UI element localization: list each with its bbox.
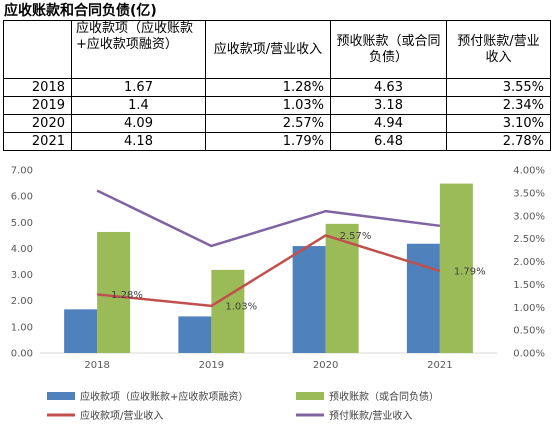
table-header-cell: 应收款项（应收账款+应收款项融资） xyxy=(71,20,206,79)
y2-tick-label: 3.50% xyxy=(513,188,545,199)
series-line xyxy=(97,234,441,308)
legend-label: 预付账款/营业收入 xyxy=(329,409,412,422)
table-header-cell: 预付账款/营业收入 xyxy=(446,20,551,79)
table-cell: 1.67 xyxy=(71,78,206,97)
y2-tick-label: 2.50% xyxy=(513,234,545,245)
y2-tick-label: 0.00% xyxy=(513,349,545,360)
legend-label: 应收款项/营业收入 xyxy=(80,409,163,422)
y2-tick-label: 1.50% xyxy=(513,280,545,291)
table-cell: 4.94 xyxy=(330,114,447,133)
data-label: 1.79% xyxy=(454,267,486,278)
x-tick-label: 2021 xyxy=(427,360,452,371)
table-cell: 2021 xyxy=(3,132,72,151)
bar xyxy=(406,243,440,353)
x-tick-label: 2018 xyxy=(84,360,109,371)
x-tick-label: 2020 xyxy=(313,360,338,371)
table-cell: 1.79% xyxy=(205,132,331,151)
table-cell: 2019 xyxy=(3,96,72,115)
table-cell: 4.63 xyxy=(330,78,447,97)
bar xyxy=(97,231,131,353)
table-cell: 4.09 xyxy=(71,114,206,133)
y-tick-label: 5.00 xyxy=(11,218,33,229)
bar xyxy=(292,246,326,353)
y-tick-label: 4.00 xyxy=(11,244,33,255)
bar xyxy=(439,183,473,353)
table-cell: 2020 xyxy=(3,114,72,133)
x-tick-label: 2019 xyxy=(199,360,224,371)
y2-tick-label: 1.00% xyxy=(513,303,545,314)
y2-tick-label: 4.00% xyxy=(513,166,545,177)
table-header-cell: 应收款项/营业收入 xyxy=(205,20,331,79)
table-row: 2019 1.4 1.03% 3.18 2.34% xyxy=(3,96,551,115)
y2-tick-label: 2.00% xyxy=(513,257,545,268)
bar xyxy=(178,316,212,353)
data-label: 1.28% xyxy=(111,290,143,301)
combo-chart: 0.00 1.00 2.00 3.00 4.00 5.00 6.00 7.00 0.00% 0.5… xyxy=(11,166,545,423)
table-header-row: 应收款项（应收账款+应收款项融资） 应收款项/营业收入 预收账款（或合同负债） … xyxy=(3,20,551,79)
data-label: 2.57% xyxy=(340,231,372,242)
bar xyxy=(64,309,98,353)
legend-swatch xyxy=(47,392,75,400)
table-cell: 2018 xyxy=(3,78,72,97)
table-cell: 2.34% xyxy=(446,96,551,115)
table-cell: 1.28% xyxy=(205,78,331,97)
bar xyxy=(211,269,245,353)
table-cell: 4.18 xyxy=(71,132,206,151)
data-label: 1.03% xyxy=(225,301,257,312)
y2-tick-label: 0.50% xyxy=(513,326,545,337)
table-header-cell xyxy=(3,20,72,79)
table-row: 2020 4.09 2.57% 4.94 3.10% xyxy=(3,114,551,133)
data-table: 应收款项（应收账款+应收款项融资） 应收款项/营业收入 预收账款（或合同负债） … xyxy=(3,20,551,151)
y-tick-label: 1.00 xyxy=(11,322,33,333)
table-cell: 3.18 xyxy=(330,96,447,115)
table-cell: 6.48 xyxy=(330,132,447,151)
legend-label: 预收账款（或合同负债） xyxy=(329,390,439,403)
y-tick-label: 0.00 xyxy=(11,349,33,360)
table-cell: 3.55% xyxy=(446,78,551,97)
bar xyxy=(325,223,359,353)
table-header-cell: 预收账款（或合同负债） xyxy=(330,20,447,79)
table-cell: 1.03% xyxy=(205,96,331,115)
legend-swatch xyxy=(296,392,324,400)
table-row: 2021 4.18 1.79% 6.48 2.78% xyxy=(3,132,551,151)
table-cell: 2.57% xyxy=(205,114,331,133)
table-cell: 3.10% xyxy=(446,114,551,133)
table-row: 2018 1.67 1.28% 4.63 3.55% xyxy=(3,78,551,97)
page-title: 应收账款和合同负债(亿) xyxy=(4,3,157,19)
y2-tick-label: 3.00% xyxy=(513,211,545,222)
series-line xyxy=(96,189,441,248)
table-cell: 2.78% xyxy=(446,132,551,151)
y-tick-label: 2.00 xyxy=(11,296,33,307)
table-cell: 1.4 xyxy=(71,96,206,115)
legend-label: 应收款项（应收账款+应收款项融资） xyxy=(80,390,248,403)
y-tick-label: 6.00 xyxy=(11,192,33,203)
y-tick-label: 3.00 xyxy=(11,270,33,281)
y-tick-label: 7.00 xyxy=(11,166,33,177)
